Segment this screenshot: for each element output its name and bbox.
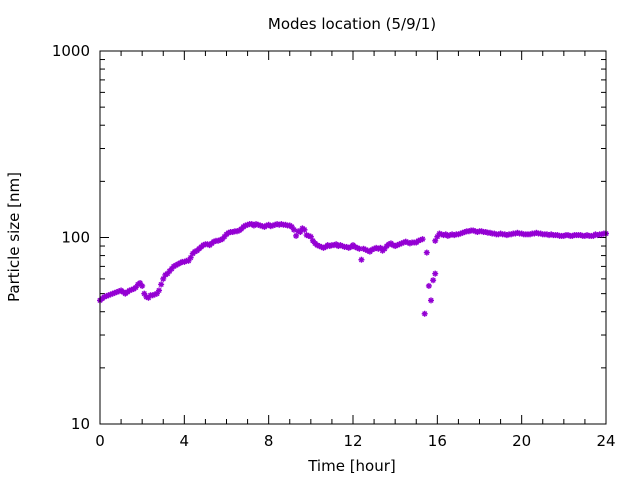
x-axis-label: Time [hour] — [307, 457, 396, 475]
data-point — [432, 237, 439, 244]
x-tick-label: 4 — [180, 432, 190, 450]
x-tick-label: 20 — [512, 432, 531, 450]
data-point — [423, 249, 430, 256]
data-point — [432, 270, 439, 277]
data-point — [419, 236, 426, 243]
x-tick-label: 24 — [596, 432, 615, 450]
data-point — [390, 242, 397, 249]
data-point — [434, 233, 441, 240]
x-tick-label: 12 — [343, 432, 362, 450]
data-point — [139, 282, 146, 289]
chart-title: Modes location (5/9/1) — [268, 15, 436, 33]
y-tick-label: 100 — [61, 229, 90, 247]
y-tick-label: 10 — [71, 415, 90, 433]
data-point — [156, 287, 163, 294]
data-point — [339, 243, 346, 250]
data-point — [430, 277, 437, 284]
data-point — [158, 281, 165, 288]
y-axis-label: Particle size [nm] — [5, 172, 23, 302]
data-point — [307, 233, 314, 240]
data-point — [428, 297, 435, 304]
data-point — [301, 226, 308, 233]
data-point — [358, 256, 365, 263]
data-point — [421, 310, 428, 317]
data-point — [293, 232, 300, 239]
x-tick-label: 16 — [428, 432, 447, 450]
data-point — [425, 282, 432, 289]
x-tick-label: 8 — [264, 432, 274, 450]
plot-frame — [99, 50, 607, 425]
data-point — [191, 248, 198, 255]
y-tick-label: 1000 — [52, 42, 90, 60]
x-tick-label: 0 — [95, 432, 105, 450]
